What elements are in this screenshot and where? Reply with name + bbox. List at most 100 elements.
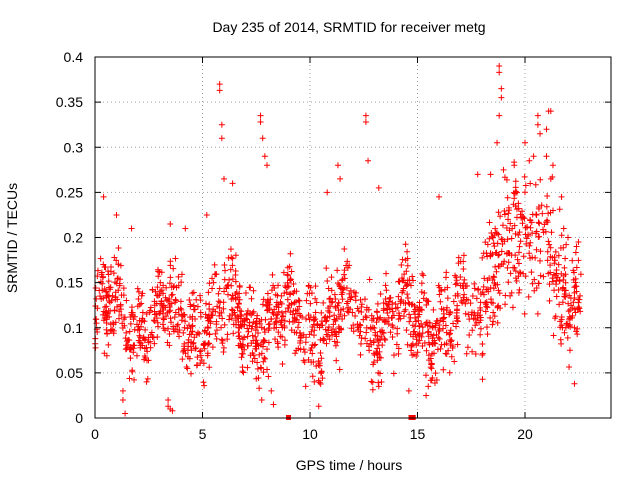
data-point — [403, 268, 410, 275]
data-point — [238, 344, 245, 351]
data-point — [577, 271, 584, 278]
data-point — [553, 293, 560, 300]
data-point — [228, 306, 235, 313]
data-point — [556, 278, 563, 285]
data-point — [483, 301, 490, 308]
data-point — [124, 344, 131, 351]
data-point — [228, 254, 235, 261]
data-point — [138, 323, 145, 330]
data-point — [167, 220, 174, 227]
data-point — [479, 254, 486, 261]
data-point — [389, 299, 396, 306]
data-point — [147, 304, 154, 311]
data-point — [258, 341, 265, 348]
data-point — [300, 346, 307, 353]
data-point — [189, 290, 196, 297]
data-point — [558, 270, 565, 277]
data-point — [487, 284, 494, 291]
data-point — [472, 350, 479, 357]
data-point — [330, 321, 337, 328]
data-point — [326, 309, 333, 316]
data-point — [182, 225, 189, 232]
data-point — [513, 277, 520, 284]
data-point — [190, 339, 197, 346]
data-point — [256, 320, 263, 327]
data-point — [185, 336, 192, 343]
data-point — [413, 336, 420, 343]
data-point — [490, 273, 497, 280]
data-point — [166, 331, 173, 338]
data-point — [134, 303, 141, 310]
data-point — [496, 112, 503, 119]
data-point — [561, 291, 568, 298]
data-point — [410, 351, 417, 358]
data-point — [450, 298, 457, 305]
data-point — [134, 327, 141, 334]
data-point — [334, 267, 341, 274]
data-point — [127, 320, 134, 327]
data-point — [302, 383, 309, 390]
data-point — [303, 297, 310, 304]
data-point — [489, 234, 496, 241]
data-point — [490, 240, 497, 247]
x-tick-label: 10 — [302, 426, 318, 442]
data-point — [213, 327, 220, 334]
data-point — [461, 276, 468, 283]
data-point — [319, 375, 326, 382]
data-point — [216, 87, 223, 94]
data-point — [465, 311, 472, 318]
data-point — [566, 364, 573, 371]
data-point — [154, 284, 161, 291]
data-point — [404, 294, 411, 301]
data-point — [437, 298, 444, 305]
data-point — [369, 379, 376, 386]
data-point — [416, 323, 423, 330]
data-point — [374, 357, 381, 364]
data-point — [129, 368, 136, 375]
data-point — [254, 365, 261, 372]
data-point — [221, 261, 228, 268]
data-point — [261, 329, 268, 336]
data-point — [244, 342, 251, 349]
data-point — [141, 356, 148, 363]
data-point — [520, 253, 527, 260]
data-point — [389, 322, 396, 329]
data-point — [561, 264, 568, 271]
data-point — [289, 319, 296, 326]
data-point — [508, 235, 515, 242]
data-point — [312, 295, 319, 302]
data-point — [113, 211, 120, 218]
data-point — [400, 287, 407, 294]
data-point — [577, 308, 584, 315]
data-point — [92, 285, 99, 292]
data-point — [534, 121, 541, 128]
data-point — [462, 300, 469, 307]
data-point — [519, 208, 526, 215]
data-point — [164, 309, 171, 316]
data-point — [454, 341, 461, 348]
data-point — [181, 324, 188, 331]
data-point — [490, 309, 497, 316]
data-point — [331, 291, 338, 298]
data-point — [121, 314, 128, 321]
data-point — [103, 309, 110, 316]
data-point — [338, 326, 345, 333]
data-point — [108, 263, 115, 270]
data-point — [128, 225, 135, 232]
data-point — [169, 291, 176, 298]
data-point — [362, 118, 369, 125]
data-point — [219, 340, 226, 347]
data-point — [336, 281, 343, 288]
data-point — [203, 211, 210, 218]
data-point — [422, 372, 429, 379]
data-point — [115, 315, 122, 322]
data-point — [252, 343, 259, 350]
data-point — [436, 327, 443, 334]
data-point — [552, 248, 559, 255]
data-point — [166, 304, 173, 311]
data-point — [458, 297, 465, 304]
data-point — [236, 282, 243, 289]
data-point — [211, 261, 218, 268]
data-point — [222, 267, 229, 274]
data-point — [526, 250, 533, 257]
